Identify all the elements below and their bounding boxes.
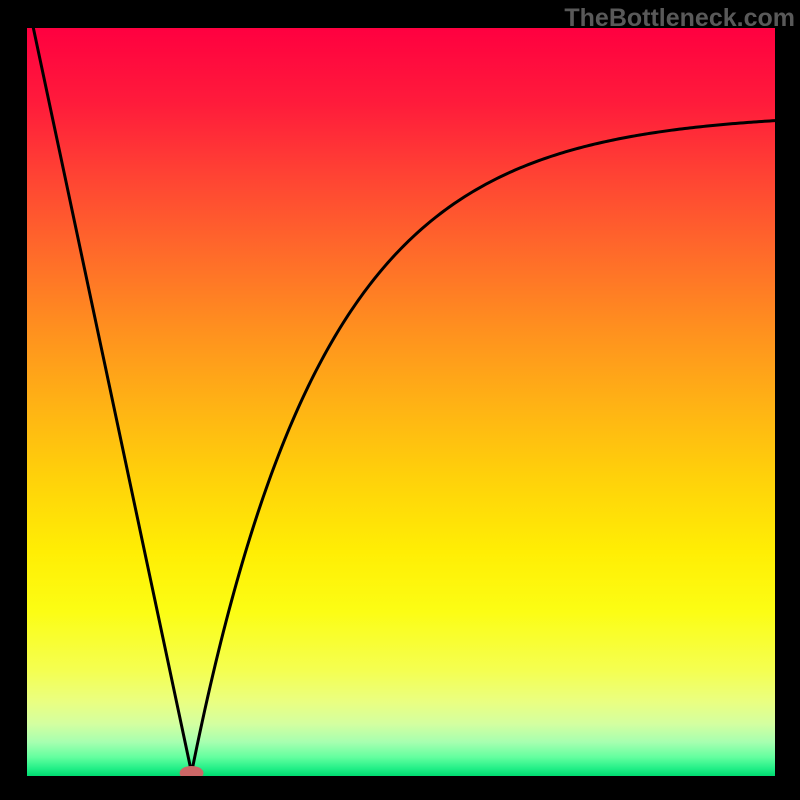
watermark-text: TheBottleneck.com <box>564 4 795 33</box>
gradient-background <box>27 28 775 776</box>
plot-area <box>27 28 775 776</box>
chart-container: TheBottleneck.com <box>0 0 800 800</box>
plot-svg <box>27 28 775 776</box>
